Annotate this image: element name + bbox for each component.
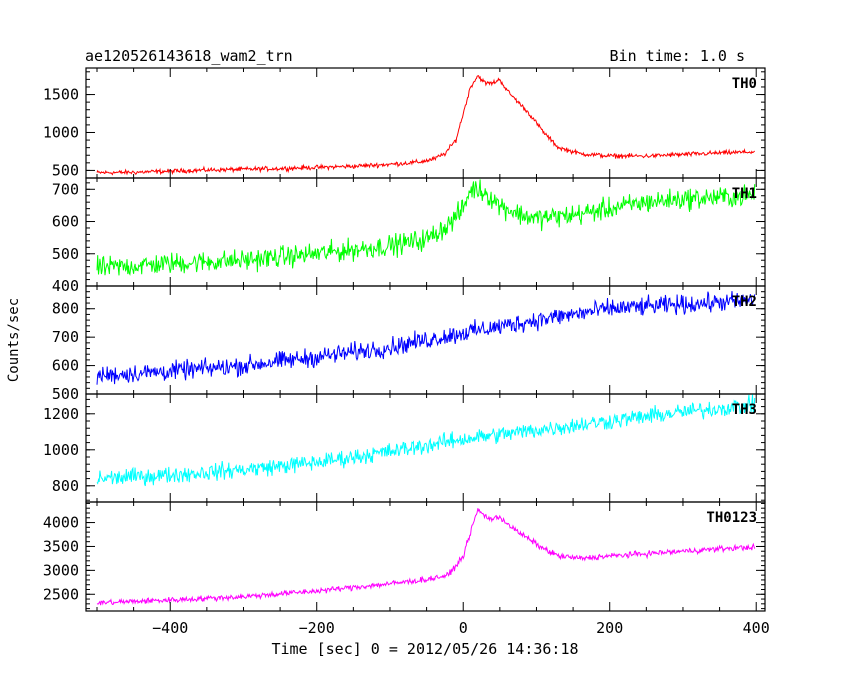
y-tick-label: 800 (52, 477, 79, 495)
y-tick-label: 3500 (43, 537, 79, 555)
panel-frame (85, 501, 766, 612)
y-tick-label: 400 (52, 277, 79, 295)
bin-time-label: Bin time: 1.0 s (610, 47, 745, 65)
series-name-label: TH0123 (706, 510, 757, 526)
y-axis-label: Counts/sec (6, 298, 22, 382)
x-tick-label: 400 (743, 619, 770, 637)
y-tick-label: 700 (52, 180, 79, 198)
x-tick-label: −400 (152, 619, 188, 637)
y-tick-label: 1000 (43, 441, 79, 459)
y-tick-label: 700 (52, 328, 79, 346)
panel-frame (85, 393, 766, 503)
y-tick-label: 1200 (43, 405, 79, 423)
y-tick-label: 1000 (43, 123, 79, 141)
y-tick-label: 500 (52, 161, 79, 179)
y-tick-label: 4000 (43, 514, 79, 532)
y-tick-label: 600 (52, 213, 79, 231)
series-name-label: TH3 (732, 402, 757, 418)
y-tick-label: 800 (52, 300, 79, 318)
chart-title: ae120526143618_wam2_trn (85, 47, 293, 65)
y-tick-label: 2500 (43, 585, 79, 603)
series-line-th1 (96, 179, 756, 276)
x-axis-label: Time [sec] 0 = 2012/05/26 14:36:18 (271, 640, 578, 658)
panel-th0123: 2500 3000 3500 4000 TH0123 (43, 501, 766, 612)
series-line-th2 (96, 291, 756, 385)
x-tick-label: 0 (459, 619, 468, 637)
series-line-th0123 (96, 508, 756, 606)
x-tick-label: 200 (596, 619, 623, 637)
y-tick-label: 500 (52, 245, 79, 263)
panels-group: 500 1000 1500 TH0 400 500 600 700 TH1 500 600 700 80… (43, 67, 766, 612)
panel-th2: 500 600 700 800 TH2 (52, 285, 766, 403)
y-tick-label: 3000 (43, 561, 79, 579)
series-name-label: TH0 (732, 76, 757, 92)
panel-th0: 500 1000 1500 TH0 (43, 67, 766, 179)
y-tick-label: 600 (52, 357, 79, 375)
panel-th3: 800 1000 1200 TH3 (43, 393, 766, 503)
y-tick-label: 1500 (43, 86, 79, 104)
panel-frame (85, 177, 766, 287)
series-name-label: TH2 (732, 294, 757, 310)
series-name-label: TH1 (732, 186, 757, 202)
series-line-th3 (96, 394, 756, 487)
x-tick-label: −200 (299, 619, 335, 637)
series-line-th0 (96, 75, 756, 176)
x-axis-ticks: −400 −200 0 200 400 (152, 619, 770, 637)
panel-th1: 400 500 600 700 TH1 (52, 177, 766, 295)
y-tick-label: 500 (52, 385, 79, 403)
